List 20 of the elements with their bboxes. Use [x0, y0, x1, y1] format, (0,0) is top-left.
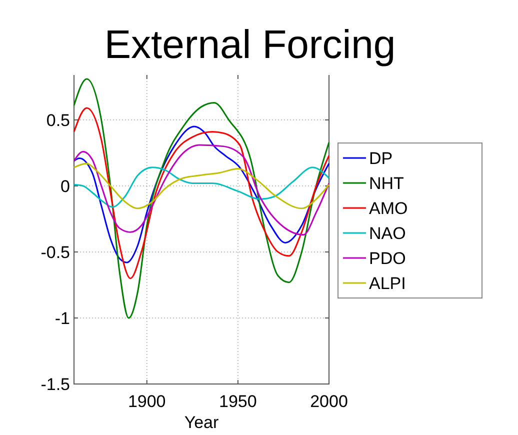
y-tick-label: -1.5: [40, 375, 70, 394]
chart-title: External Forcing: [104, 23, 396, 67]
legend-label: DP: [369, 149, 393, 168]
x-tick-label: 1950: [219, 392, 257, 411]
y-tick-label: -0.5: [40, 242, 70, 262]
legend-label: NAO: [369, 224, 406, 243]
legend-label: NHT: [369, 174, 404, 193]
line-series: [73, 107, 330, 280]
line-series: [73, 126, 330, 264]
legend-label: PDO: [369, 249, 406, 268]
y-tick-label: 0.5: [46, 110, 70, 130]
line-series: [73, 144, 330, 236]
y-tick-label: -1: [54, 308, 70, 328]
x-axis-title: Year: [184, 413, 220, 432]
y-tick-label: 0: [60, 176, 70, 196]
line-series: [73, 78, 330, 319]
x-tick-label: 2000: [310, 392, 348, 411]
legend-label: AMO: [369, 199, 408, 218]
x-tick-label: 1900: [128, 392, 166, 411]
legend-label: ALPI: [369, 274, 406, 293]
